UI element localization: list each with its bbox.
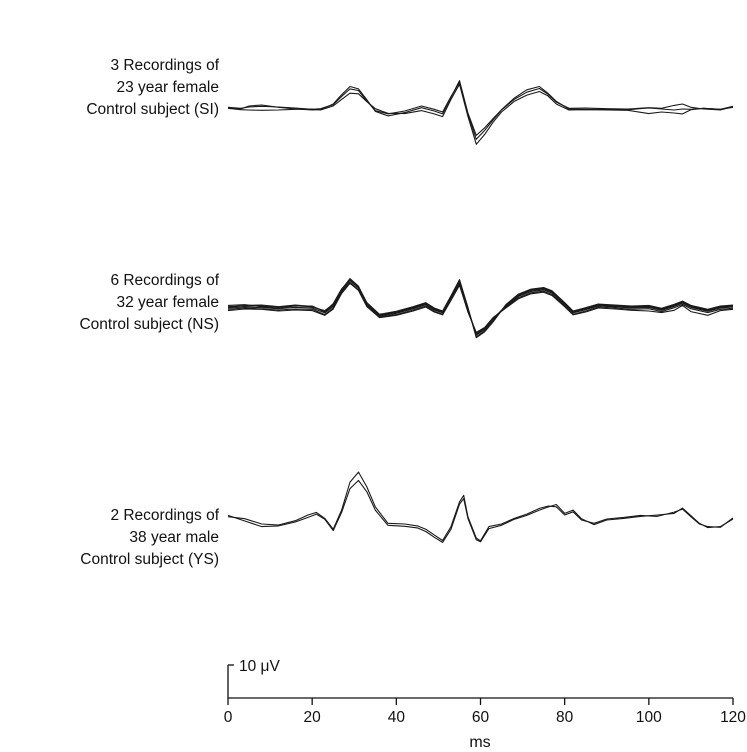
trace-si-3 (227, 83, 734, 145)
x-tick-label: 60 (472, 709, 490, 726)
panel-label-ns: 6 Recordings of 32 year female Control s… (0, 270, 219, 336)
x-tick-label: 100 (636, 709, 662, 726)
panel-ys-traces (227, 471, 734, 543)
trace-si-2 (227, 81, 734, 140)
panel-label-line: 38 year male (129, 529, 219, 546)
panel-label-line: Control subject (YS) (80, 551, 219, 568)
x-tick-label: 20 (304, 709, 322, 726)
x-axis: 0 20 40 60 80 100 120 ms (224, 697, 746, 751)
trace-ns-4 (227, 279, 734, 335)
x-tick-label: 0 (224, 709, 233, 726)
panel-label-line: Control subject (NS) (79, 316, 219, 333)
panel-label-ys: 2 Recordings of 38 year male Control sub… (0, 505, 219, 571)
panel-si-traces (227, 80, 734, 145)
x-axis-title: ms (469, 734, 490, 751)
trace-ys-2 (227, 479, 734, 543)
x-tick-label: 120 (720, 709, 746, 726)
panel-label-line: 3 Recordings of (110, 57, 219, 74)
trace-ys-1 (227, 471, 734, 542)
calibration-label: 10 μV (239, 658, 280, 675)
panel-label-si: 3 Recordings of 23 year female Control s… (0, 55, 219, 121)
trace-layer (227, 80, 734, 543)
panel-label-line: 2 Recordings of (110, 507, 219, 524)
calibration-bar: 10 μV (227, 658, 280, 698)
x-ticks: 0 20 40 60 80 100 120 (224, 698, 746, 726)
panel-label-line: 23 year female (116, 79, 219, 96)
panel-label-line: Control subject (SI) (86, 101, 219, 118)
panel-ns-traces (227, 278, 734, 339)
x-tick-label: 80 (556, 709, 574, 726)
trace-ns-6 (227, 279, 734, 339)
trace-ns-5 (227, 282, 734, 333)
panel-label-line: 32 year female (116, 294, 219, 311)
panel-label-line: 6 Recordings of (110, 272, 219, 289)
x-tick-label: 40 (388, 709, 406, 726)
